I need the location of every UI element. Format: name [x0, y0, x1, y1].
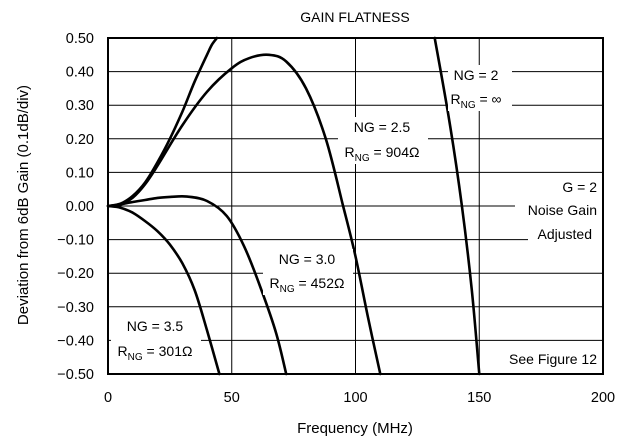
x-axis-label: Frequency (MHz) [297, 420, 413, 437]
y-axis-label: Deviation from 6dB Gain (0.1dB/div) [15, 85, 32, 325]
annotation-line1: NG = 2 [454, 67, 499, 83]
y-tick-label: −0.10 [57, 233, 94, 249]
annotations: NG = 2 RNG = ∞ NG = 2.5 RNG = 904Ω NG = 3.0 R… [111, 65, 512, 363]
y-tick-label: 0.20 [66, 132, 94, 148]
annotation-ng30: NG = 3.0 RNG = 452Ω [263, 249, 353, 295]
y-tick-label: −0.40 [57, 333, 94, 349]
x-tick-label: 200 [591, 390, 615, 406]
note-adjusted: Adjusted [528, 225, 603, 243]
annotation-line2: RNG = 904Ω [345, 144, 420, 164]
annotation-ng25: NG = 2.5 RNG = 904Ω [338, 117, 428, 164]
annotation-line2: RNG = ∞ [450, 91, 501, 111]
curve-ng2_inf [433, 36, 481, 376]
note-noise-gain: Noise Gain [515, 201, 603, 219]
note-g2: G = 2 [553, 178, 603, 196]
curve-ng25 [106, 53, 382, 376]
curve-ng2 [106, 36, 219, 208]
y-tick-label: −0.30 [57, 300, 94, 316]
chart-title: GAIN FLATNESS [300, 9, 409, 25]
plot-frame [107, 37, 604, 375]
curve-ng35 [106, 204, 221, 376]
note-g2-label: G = 2 [562, 179, 597, 195]
annotation-line1: NG = 3.0 [279, 251, 336, 267]
y-tick-label: 0.30 [66, 98, 94, 114]
annotation-line2: RNG = 452Ω [270, 275, 345, 295]
x-tick-label: 50 [224, 390, 240, 406]
note-noise-gain-label: Noise Gain [528, 202, 597, 218]
y-tick-label: −0.20 [57, 266, 94, 282]
y-tick-label: 0.50 [66, 31, 94, 47]
note-see-figure-label: See Figure 12 [509, 351, 597, 367]
x-tick-label: 0 [104, 390, 112, 406]
axis-ticks: 0 50 100 150 200 0.50 0.40 0.30 0.20 0.10 0.00 −0.1… [57, 31, 615, 406]
y-tick-label: −0.50 [57, 367, 94, 383]
x-tick-label: 100 [343, 390, 367, 406]
y-tick-label: 0.40 [66, 65, 94, 81]
y-tick-label: 0.10 [66, 165, 94, 181]
y-tick-label: 0.00 [66, 199, 94, 215]
annotation-line1: NG = 3.5 [127, 318, 184, 334]
note-adjusted-label: Adjusted [538, 226, 592, 242]
annotation-ng2: NG = 2 RNG = ∞ [448, 65, 512, 111]
series-curves [106, 36, 481, 376]
annotation-line2: RNG = 301Ω [118, 343, 193, 363]
x-tick-label: 150 [467, 390, 491, 406]
annotation-ng35: NG = 3.5 RNG = 301Ω [111, 316, 201, 363]
curve-ng30 [106, 195, 288, 376]
annotation-line1: NG = 2.5 [354, 119, 411, 135]
note-see-figure: See Figure 12 [490, 350, 602, 368]
